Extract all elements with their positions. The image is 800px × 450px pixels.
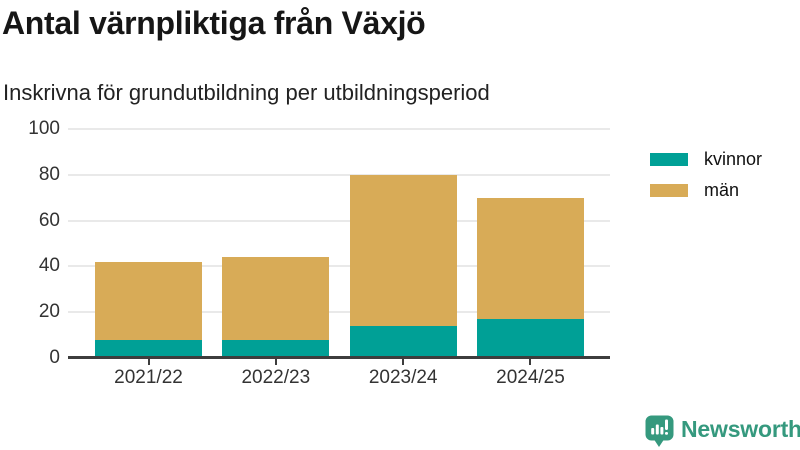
x-tick-label: 2022/23 bbox=[241, 367, 311, 388]
gridline bbox=[68, 128, 610, 130]
legend-swatch-men bbox=[650, 183, 688, 197]
y-tick-label: 40 bbox=[38, 255, 60, 277]
bar-segment-men bbox=[95, 261, 202, 340]
y-tick-label: 80 bbox=[38, 163, 60, 185]
newsworthy-logo-text: Newsworthy bbox=[681, 416, 800, 442]
legend: kvinnor män bbox=[650, 150, 762, 212]
legend-label: kvinnor bbox=[704, 149, 763, 169]
x-tick bbox=[529, 359, 532, 365]
x-axis-line bbox=[68, 356, 610, 359]
x-tick bbox=[147, 359, 150, 365]
bar-segment-men bbox=[222, 257, 330, 340]
gridline bbox=[68, 265, 610, 268]
gridline bbox=[68, 219, 610, 222]
x-tick bbox=[402, 359, 405, 365]
bar-chart-speech-bubble-icon bbox=[645, 415, 674, 447]
y-tick-label: 60 bbox=[38, 209, 60, 231]
chart-title: Antal värnpliktiga från Växjö bbox=[2, 5, 426, 41]
legend-item-kvinnor: kvinnor bbox=[650, 150, 762, 168]
x-tick-label: 2021/22 bbox=[114, 367, 183, 388]
gridline bbox=[68, 311, 610, 314]
x-tick-label: 2024/25 bbox=[496, 367, 565, 388]
bar-segment-men bbox=[476, 197, 584, 320]
bar-segment-kvinnor bbox=[476, 319, 584, 358]
newsworthy-logo: Newsworthy bbox=[645, 415, 800, 448]
chart-subtitle: Inskrivna för grundutbildning per utbild… bbox=[3, 80, 490, 105]
legend-item-men: män bbox=[650, 181, 762, 199]
gridline bbox=[68, 173, 610, 176]
plot-area bbox=[68, 128, 610, 358]
y-tick-label: 20 bbox=[38, 301, 60, 323]
x-tick-label: 2023/24 bbox=[368, 367, 438, 388]
bar-segment-kvinnor bbox=[222, 339, 330, 358]
bar-segment-kvinnor bbox=[95, 339, 202, 358]
legend-swatch-kvinnor bbox=[650, 152, 688, 166]
x-tick bbox=[274, 359, 277, 365]
bar-segment-kvinnor bbox=[349, 325, 457, 358]
legend-label: män bbox=[704, 180, 740, 200]
y-tick-label: 100 bbox=[28, 118, 60, 139]
y-tick-label: 0 bbox=[49, 347, 60, 368]
bar-segment-men bbox=[349, 174, 457, 326]
